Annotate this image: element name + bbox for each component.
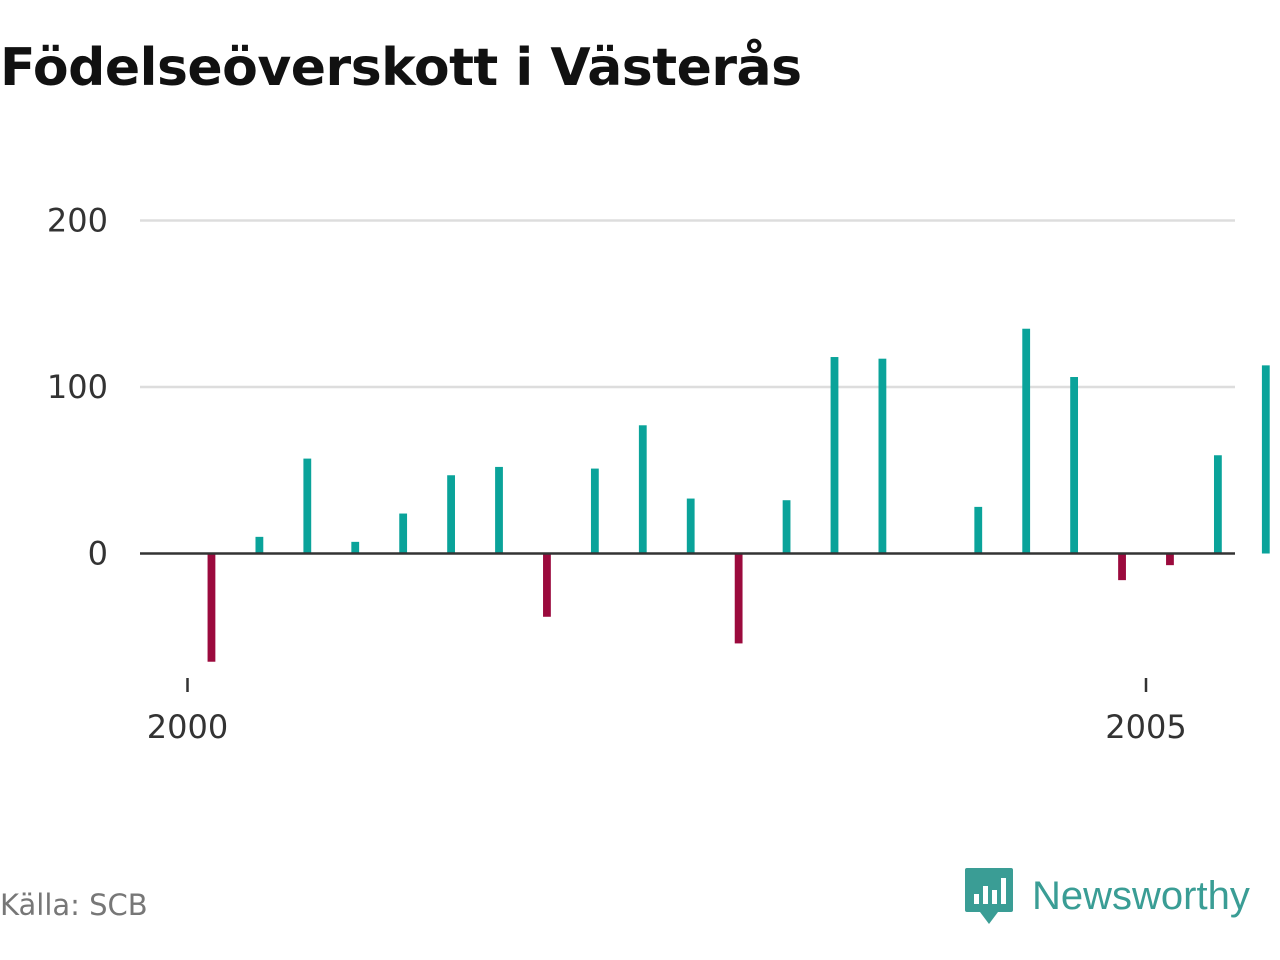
bar (543, 553, 551, 617)
bar (1022, 328, 1031, 554)
bar (399, 513, 408, 554)
bars (207, 328, 1270, 662)
bar (830, 357, 839, 554)
bar (303, 458, 312, 554)
axes: 0100200200020052010201520202025 (47, 202, 1235, 746)
grid-lines (140, 219, 1235, 389)
brand-name: Newsworthy (1032, 873, 1250, 918)
bar (207, 553, 216, 662)
y-tick-label: 200 (47, 202, 108, 240)
y-tick-label: 0 (88, 535, 108, 573)
bar (638, 425, 647, 554)
bar (686, 498, 695, 554)
newsworthy-logo-icon (965, 868, 1013, 924)
x-tick-label: 2005 (1105, 708, 1186, 746)
bar (1261, 365, 1270, 554)
chart-title: Födelseöverskott i Västerås (0, 38, 802, 98)
bar (1070, 377, 1079, 554)
bar (495, 466, 503, 554)
x-tick-label: 2000 (147, 708, 228, 746)
bar (590, 468, 599, 554)
bar (878, 358, 887, 554)
bar-chart: 0100200200020052010201520202025 (47, 202, 1270, 746)
bar (447, 475, 455, 554)
source-note: Källa: SCB (0, 888, 148, 922)
bar (1166, 553, 1174, 566)
bar (351, 541, 360, 554)
bar (782, 500, 791, 554)
bar (974, 506, 983, 554)
bar (255, 536, 264, 554)
bar (734, 553, 743, 644)
newsworthy-brand[interactable]: Newsworthy (964, 866, 1250, 926)
bar (1118, 553, 1126, 581)
bar (1213, 455, 1222, 554)
y-tick-label: 100 (47, 368, 108, 406)
